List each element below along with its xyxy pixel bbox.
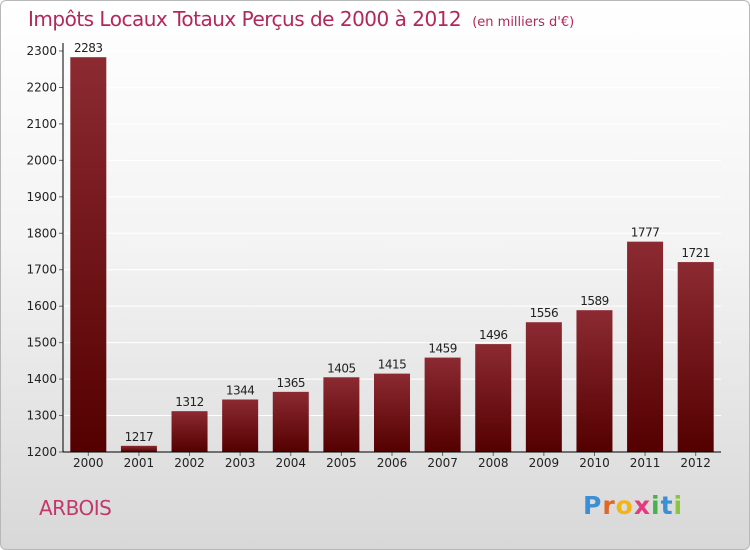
bar-2004 xyxy=(272,391,309,452)
bar-2006 xyxy=(374,373,410,452)
value-label: 1365 xyxy=(276,376,305,390)
y-tick-label: 2300 xyxy=(26,44,57,58)
value-label: 1312 xyxy=(175,395,204,409)
y-tick-label: 2200 xyxy=(26,80,57,94)
bar-2001 xyxy=(120,445,157,452)
logo-letter: o xyxy=(615,491,634,520)
x-tick-label: 2004 xyxy=(275,456,306,470)
value-label: 1217 xyxy=(125,430,154,444)
x-tick-label: 2012 xyxy=(680,456,711,470)
logo-letter: x xyxy=(633,491,651,520)
place-name: ARBOIS xyxy=(39,496,112,520)
bar-2002 xyxy=(171,411,208,452)
value-label: 1721 xyxy=(681,246,710,260)
value-label: 1496 xyxy=(479,328,508,342)
y-tick-label: 1200 xyxy=(26,445,57,459)
logo-letter: i xyxy=(651,491,661,520)
x-tick-label: 2001 xyxy=(124,456,155,470)
chart-unit: (en milliers d'€) xyxy=(472,15,575,30)
y-tick-label: 1300 xyxy=(26,409,57,423)
value-label: 1405 xyxy=(327,361,356,375)
x-tick-label: 2011 xyxy=(630,456,661,470)
value-label: 1415 xyxy=(378,358,407,372)
x-tick-label: 2002 xyxy=(174,456,205,470)
title-row: Impôts Locaux Totaux Perçus de 2000 à 20… xyxy=(28,7,574,31)
y-tick-label: 1500 xyxy=(26,336,57,350)
bar-2008 xyxy=(475,344,512,452)
y-tick-label: 1900 xyxy=(26,190,57,204)
y-tick-label: 1400 xyxy=(26,372,57,386)
logo-letter: P xyxy=(583,491,603,520)
x-tick-label: 2007 xyxy=(427,456,458,470)
y-tick-label: 2000 xyxy=(26,153,57,167)
value-label: 1777 xyxy=(631,226,660,240)
value-label: 1556 xyxy=(530,306,559,320)
value-label: 1344 xyxy=(226,384,255,398)
bar-2009 xyxy=(525,322,562,452)
bar-2007 xyxy=(424,357,461,452)
x-tick-label: 2000 xyxy=(73,456,104,470)
logo-letter: r xyxy=(602,491,616,520)
x-tick-label: 2010 xyxy=(579,456,610,470)
logo-letter: t xyxy=(660,491,674,520)
value-label: 1459 xyxy=(428,342,457,356)
bar-2005 xyxy=(323,377,360,452)
bar-2011 xyxy=(627,241,664,452)
chart-title: Impôts Locaux Totaux Perçus de 2000 à 20… xyxy=(28,7,462,31)
y-tick-label: 1600 xyxy=(26,299,57,313)
y-tick-label: 1700 xyxy=(26,263,57,277)
x-tick-label: 2008 xyxy=(478,456,509,470)
bar-2003 xyxy=(222,399,259,452)
value-label: 1589 xyxy=(580,294,609,308)
y-tick-label: 2100 xyxy=(26,117,57,131)
bar-2012 xyxy=(677,262,714,452)
logo-letter: i xyxy=(673,491,684,520)
bar-2010 xyxy=(576,310,613,452)
x-tick-label: 2005 xyxy=(326,456,357,470)
value-label: 2283 xyxy=(74,41,103,55)
bar-2000 xyxy=(70,57,107,453)
y-tick-label: 1800 xyxy=(26,226,57,240)
x-tick-label: 2006 xyxy=(377,456,408,470)
proxiti-logo: Proxiti xyxy=(583,491,683,520)
x-tick-label: 2009 xyxy=(529,456,560,470)
x-tick-label: 2003 xyxy=(225,456,256,470)
